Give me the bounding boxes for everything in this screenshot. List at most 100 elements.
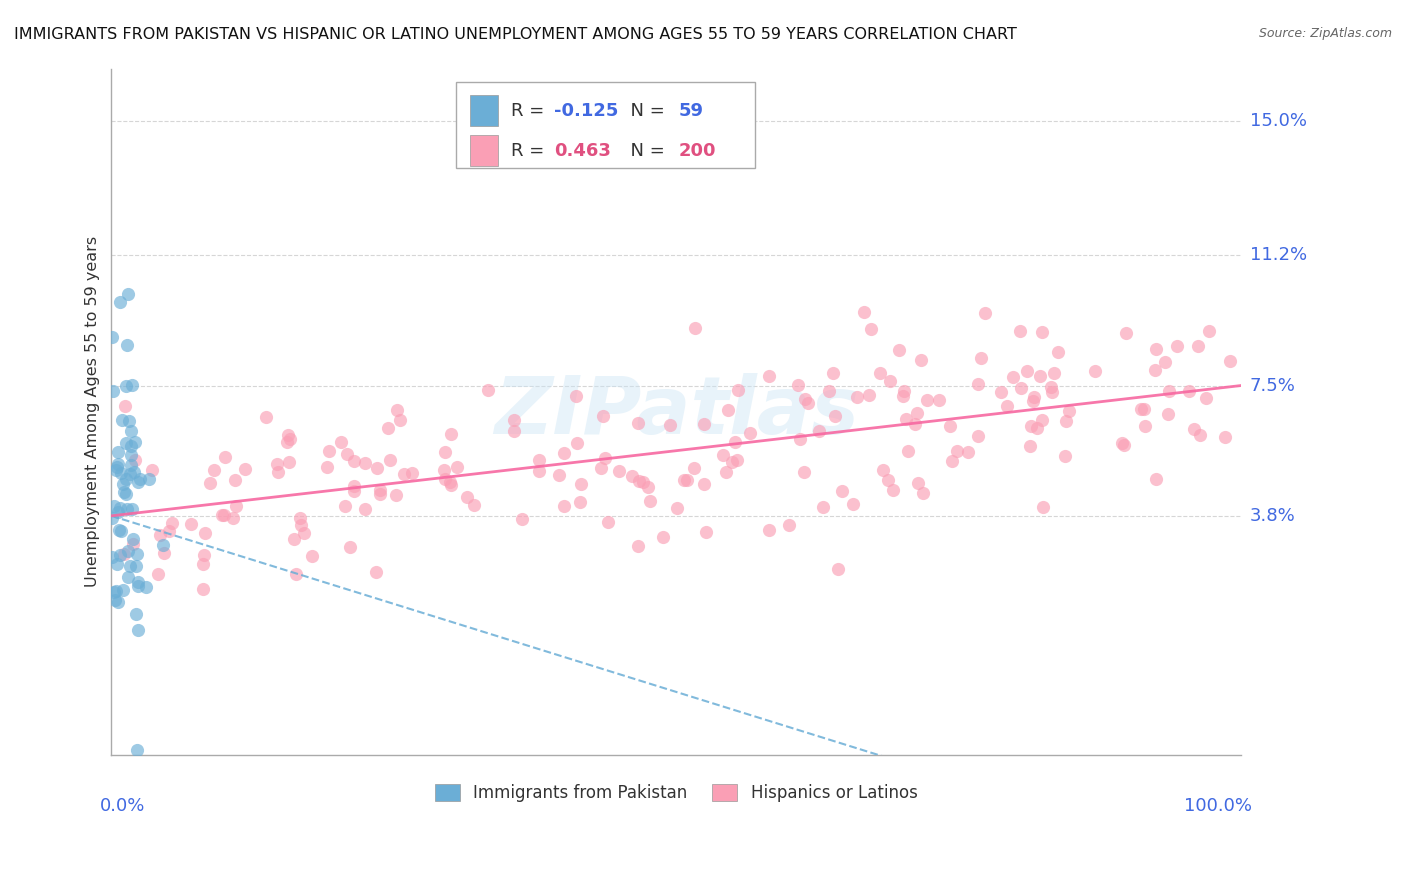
- Point: [122, 465, 145, 479]
- Point: [191, 582, 214, 596]
- Point: [434, 472, 457, 486]
- Point: [138, 472, 160, 486]
- Point: [120, 424, 142, 438]
- Point: [114, 399, 136, 413]
- Point: [193, 549, 215, 563]
- Point: [1015, 364, 1038, 378]
- Point: [121, 378, 143, 392]
- Point: [1046, 345, 1069, 359]
- Point: [301, 549, 323, 564]
- Point: [568, 494, 591, 508]
- Text: 11.2%: 11.2%: [1250, 246, 1306, 264]
- Point: [778, 517, 800, 532]
- Text: 3.8%: 3.8%: [1250, 507, 1295, 524]
- Point: [911, 485, 934, 500]
- Point: [676, 473, 699, 487]
- Point: [1187, 339, 1209, 353]
- Point: [191, 557, 214, 571]
- Point: [1029, 369, 1052, 384]
- Point: [146, 566, 169, 581]
- Point: [117, 544, 139, 558]
- Point: [194, 525, 217, 540]
- Text: N =: N =: [619, 142, 671, 160]
- Text: N =: N =: [619, 102, 671, 120]
- Point: [503, 413, 526, 427]
- Point: [368, 487, 391, 501]
- Point: [818, 384, 841, 398]
- Point: [553, 446, 575, 460]
- Point: [631, 475, 654, 489]
- Point: [1144, 471, 1167, 485]
- Point: [673, 473, 696, 487]
- Point: [283, 532, 305, 546]
- Point: [212, 508, 235, 522]
- Point: [266, 457, 288, 471]
- Point: [831, 483, 853, 498]
- Text: ZIPatlas: ZIPatlas: [494, 373, 859, 451]
- Point: [1144, 363, 1167, 377]
- Point: [477, 383, 499, 397]
- Point: [330, 435, 353, 450]
- Point: [621, 469, 644, 483]
- Point: [1001, 370, 1024, 384]
- Point: [110, 524, 132, 538]
- FancyBboxPatch shape: [456, 82, 755, 168]
- Point: [596, 515, 619, 529]
- Point: [108, 548, 131, 562]
- Point: [1054, 414, 1077, 428]
- Point: [198, 476, 221, 491]
- Point: [125, 743, 148, 757]
- Point: [527, 453, 550, 467]
- Point: [343, 454, 366, 468]
- Point: [894, 412, 917, 426]
- Point: [366, 566, 388, 580]
- Point: [115, 502, 138, 516]
- Point: [290, 518, 312, 533]
- Point: [368, 483, 391, 497]
- Point: [758, 523, 780, 537]
- Point: [214, 450, 236, 465]
- Point: [127, 579, 149, 593]
- Point: [821, 367, 844, 381]
- Point: [794, 392, 817, 406]
- Point: [683, 460, 706, 475]
- Point: [1213, 430, 1236, 444]
- Text: R =: R =: [512, 142, 550, 160]
- Point: [233, 461, 256, 475]
- Point: [107, 505, 129, 519]
- Point: [824, 409, 846, 423]
- Point: [120, 439, 142, 453]
- Point: [652, 530, 675, 544]
- Point: [714, 465, 737, 479]
- Point: [904, 417, 927, 431]
- Point: [1026, 421, 1049, 435]
- Point: [882, 483, 904, 498]
- Point: [877, 473, 900, 487]
- Point: [103, 585, 125, 599]
- Point: [112, 477, 135, 491]
- Point: [446, 459, 468, 474]
- Point: [222, 511, 245, 525]
- Point: [860, 322, 883, 336]
- Point: [433, 445, 456, 459]
- Point: [1042, 366, 1064, 380]
- Point: [104, 593, 127, 607]
- Point: [593, 451, 616, 466]
- Point: [1010, 381, 1032, 395]
- Point: [793, 465, 815, 479]
- Point: [503, 425, 526, 439]
- Point: [693, 417, 716, 431]
- Point: [1031, 325, 1053, 339]
- Point: [101, 549, 124, 564]
- Point: [108, 501, 131, 516]
- Point: [939, 418, 962, 433]
- Point: [152, 546, 174, 560]
- Point: [225, 499, 247, 513]
- Point: [125, 547, 148, 561]
- Point: [967, 429, 990, 443]
- Point: [692, 477, 714, 491]
- Point: [120, 458, 142, 472]
- Point: [990, 384, 1012, 399]
- Point: [626, 417, 648, 431]
- Point: [121, 502, 143, 516]
